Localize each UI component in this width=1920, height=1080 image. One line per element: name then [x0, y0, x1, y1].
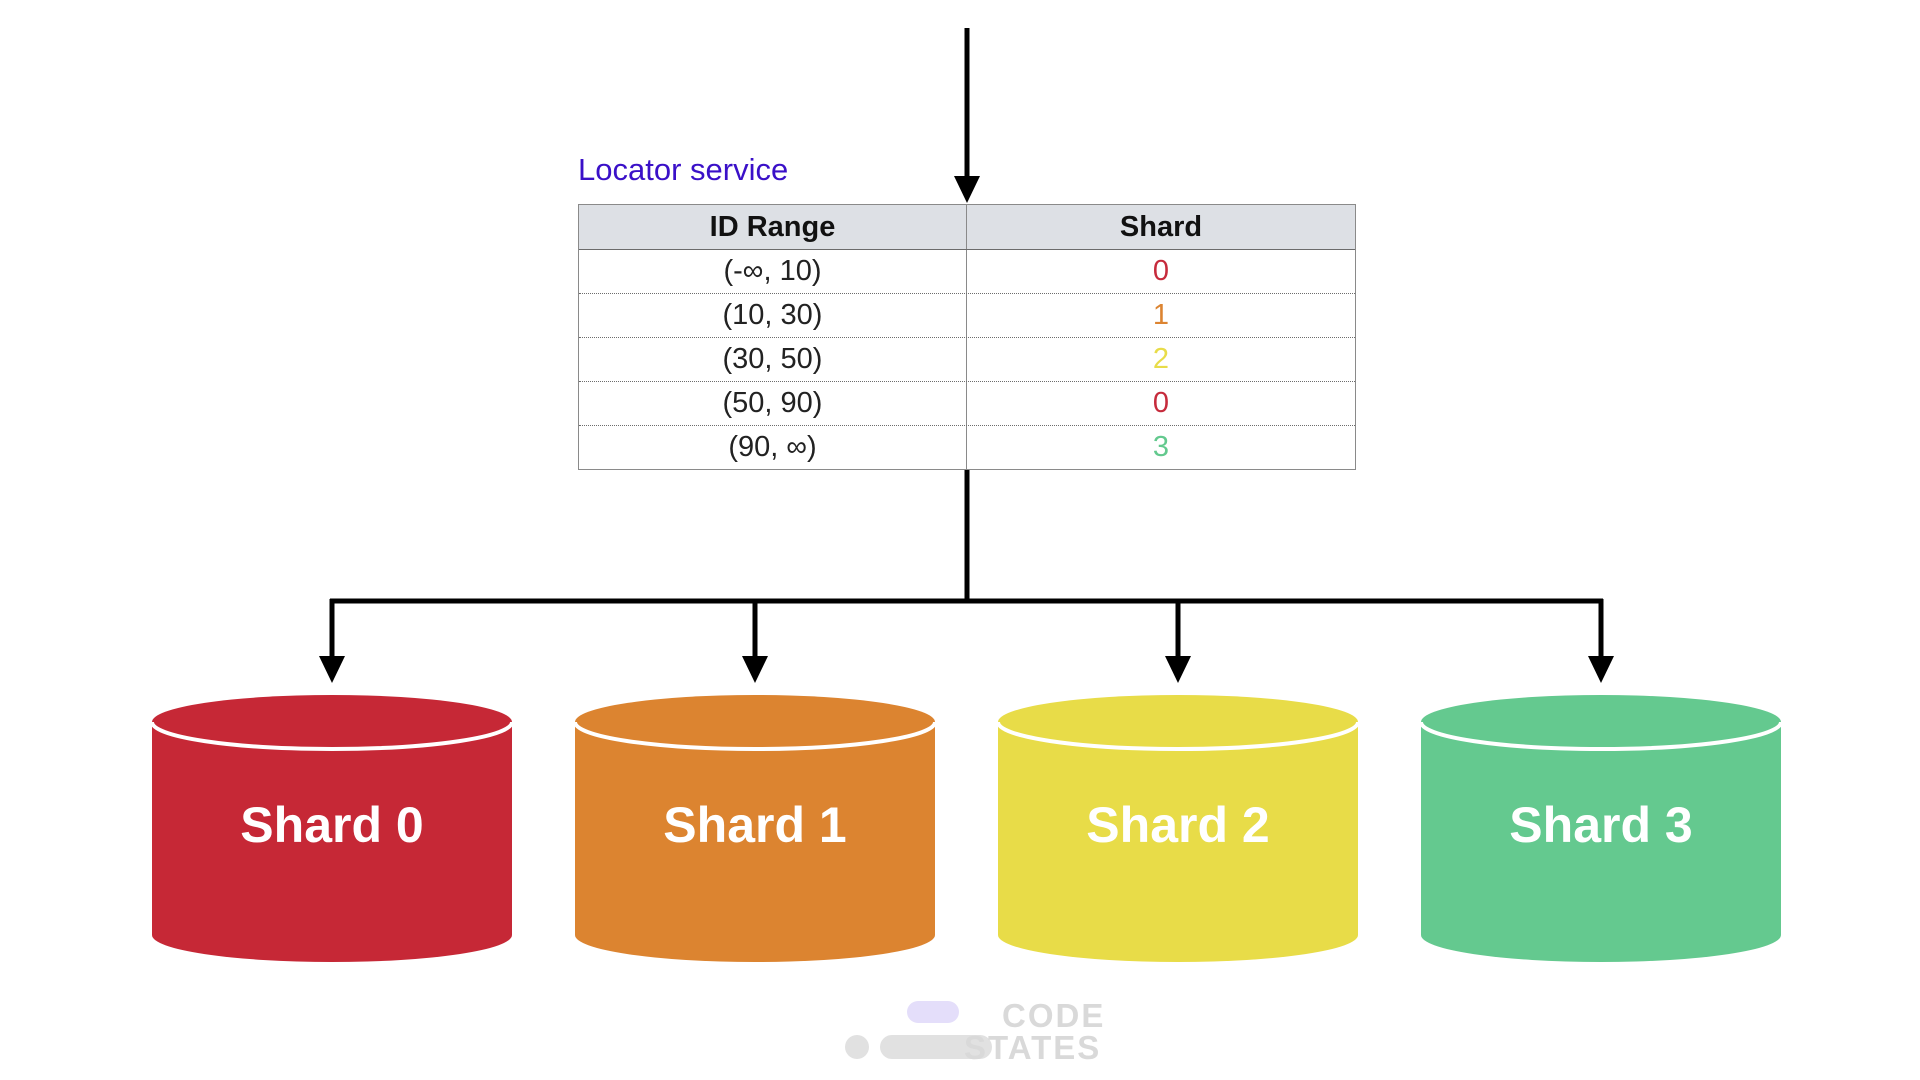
- codestates-watermark: CODE STATES: [840, 997, 1103, 1067]
- table-row: (30, 50) 2: [579, 338, 1355, 382]
- codestates-logo-icon: [845, 1001, 992, 1059]
- arrow-to-shard-0: [319, 599, 345, 683]
- shard-0-label: Shard 0: [240, 797, 424, 853]
- table-row: (-∞, 10) 0: [579, 250, 1355, 294]
- id-range-cell: (50, 90): [579, 382, 967, 425]
- distribution-connector: [330, 462, 1603, 604]
- shard-cell: 2: [1152, 343, 1170, 375]
- arrow-to-shard-3: [1588, 599, 1614, 683]
- shard-cell: 1: [1152, 299, 1170, 331]
- shard-1-label: Shard 1: [663, 797, 847, 853]
- shard-cell: 3: [1152, 431, 1170, 463]
- shard-cell: 0: [1152, 387, 1170, 419]
- header-shard: Shard: [1119, 210, 1203, 243]
- id-range-cell: (10, 30): [579, 294, 967, 337]
- shard-2-label: Shard 2: [1086, 797, 1270, 853]
- table-row: (50, 90) 0: [579, 382, 1355, 426]
- shard-2-database-icon: [996, 695, 1360, 962]
- watermark-code-text: CODE: [1002, 997, 1106, 1034]
- incoming-arrow: [954, 28, 980, 203]
- locator-service-title: Locator service: [578, 152, 789, 187]
- shard-1-database-icon: [573, 695, 937, 962]
- id-range-cell: (-∞, 10): [579, 250, 967, 293]
- locator-table: ID Range Shard (-∞, 10) 0 (10, 30) 1 (30…: [578, 204, 1356, 470]
- arrow-to-shard-1: [742, 599, 768, 683]
- header-id-range: ID Range: [579, 205, 967, 249]
- table-header-row: ID Range Shard: [579, 205, 1355, 250]
- shard-3-label: Shard 3: [1509, 797, 1693, 853]
- shard-3-database-icon: [1419, 695, 1783, 962]
- shard-cell: 0: [1152, 255, 1170, 287]
- shard-0-database-icon: [150, 695, 514, 962]
- arrow-to-shard-2: [1165, 599, 1191, 683]
- id-range-cell: (90, ∞): [579, 426, 967, 469]
- watermark-states-text: STATES: [964, 1029, 1102, 1066]
- table-row: (90, ∞) 3: [579, 426, 1355, 469]
- table-row: (10, 30) 1: [579, 294, 1355, 338]
- id-range-cell: (30, 50): [579, 338, 967, 381]
